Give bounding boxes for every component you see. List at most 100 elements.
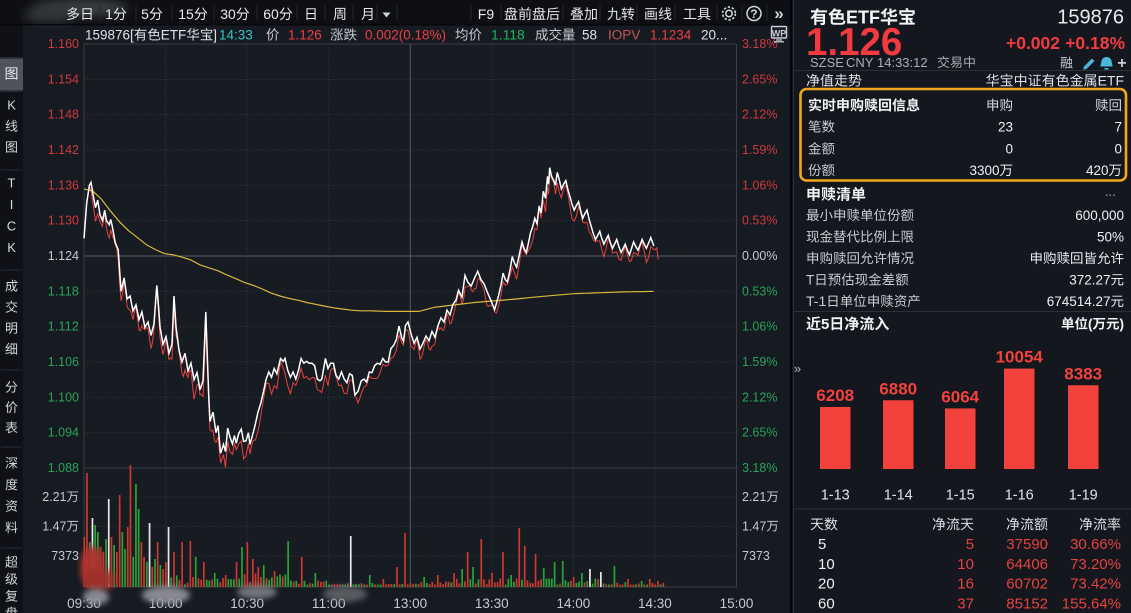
svg-text:1.47: 1.47 (42, 520, 66, 534)
svg-text:1.088: 1.088 (48, 461, 79, 475)
svg-text:6880: 6880 (879, 379, 917, 398)
svg-text:1-15: 1-15 (946, 488, 975, 504)
svg-text:13:30: 13:30 (475, 596, 509, 611)
svg-text:15: 15 (178, 6, 194, 22)
svg-text:IOPV: IOPV (608, 28, 640, 43)
svg-text:1-19: 1-19 (1069, 488, 1098, 504)
svg-text:0.53%: 0.53% (742, 214, 777, 228)
svg-text:7373: 7373 (51, 549, 79, 563)
svg-text:1.59%: 1.59% (742, 355, 777, 369)
svg-text:1.126: 1.126 (806, 21, 902, 64)
svg-text:30: 30 (220, 6, 236, 22)
svg-text:»: » (794, 361, 801, 376)
svg-text:ETF: ETF (1098, 73, 1124, 89)
svg-text:SZSE: SZSE (810, 55, 844, 70)
svg-text:1.1234: 1.1234 (650, 28, 692, 43)
svg-text:60: 60 (818, 595, 835, 612)
svg-text:6064: 6064 (941, 387, 979, 406)
svg-text:CNY: CNY (846, 55, 874, 70)
svg-text:3.18%: 3.18% (742, 461, 777, 475)
svg-text:1.130: 1.130 (48, 214, 79, 228)
svg-text:5: 5 (821, 316, 829, 333)
svg-text:155.64%: 155.64% (1062, 595, 1121, 612)
svg-text:1.47: 1.47 (742, 520, 766, 534)
svg-text:1-14: 1-14 (884, 488, 913, 504)
svg-text:2.21: 2.21 (742, 490, 766, 504)
svg-text:10: 10 (818, 556, 835, 573)
svg-text:50%: 50% (1097, 230, 1124, 245)
svg-text:14:33: 14:33 (219, 28, 253, 43)
svg-text:]: ] (213, 28, 217, 43)
svg-text:ETF: ETF (846, 8, 880, 28)
svg-text:1.112: 1.112 (48, 320, 79, 334)
svg-text:(: ( (1088, 317, 1093, 332)
svg-text:14:00: 14:00 (557, 596, 591, 611)
svg-text:0.002(0.18%): 0.002(0.18%) (365, 28, 446, 43)
svg-text:0.53%: 0.53% (742, 284, 777, 298)
svg-text:1.106: 1.106 (48, 355, 79, 369)
svg-text:+0.18%: +0.18% (1065, 33, 1125, 53)
svg-text:37590: 37590 (1006, 536, 1048, 553)
svg-text:1.118: 1.118 (491, 28, 525, 43)
svg-text:13:00: 13:00 (393, 596, 427, 611)
svg-text:0: 0 (1006, 142, 1014, 157)
svg-text:16: 16 (957, 576, 974, 593)
svg-text:T: T (806, 273, 814, 288)
svg-text:»: » (774, 4, 783, 23)
svg-text:60: 60 (263, 6, 279, 22)
svg-text:20...: 20... (701, 28, 727, 43)
svg-text:1.136: 1.136 (48, 178, 79, 192)
svg-text:1.59%: 1.59% (742, 143, 777, 157)
svg-text:7373: 7373 (742, 549, 770, 563)
svg-text:1.06%: 1.06% (742, 178, 777, 192)
svg-text:1.100: 1.100 (48, 390, 79, 404)
svg-text:420: 420 (1086, 163, 1109, 178)
svg-text:3300: 3300 (970, 163, 1000, 178)
svg-text:20: 20 (818, 576, 835, 593)
svg-text:I: I (10, 197, 14, 212)
svg-text:2.65%: 2.65% (742, 72, 777, 86)
svg-text:C: C (7, 219, 16, 234)
svg-text:...: ... (1105, 184, 1116, 199)
svg-text:1-16: 1-16 (1005, 488, 1034, 504)
svg-text:6208: 6208 (816, 386, 854, 405)
svg-text:1.126: 1.126 (288, 28, 322, 43)
svg-text:1.118: 1.118 (48, 284, 79, 298)
svg-text:1.124: 1.124 (48, 249, 79, 263)
svg-text:8383: 8383 (1064, 364, 1102, 383)
svg-text:2.65%: 2.65% (742, 426, 777, 440)
svg-text:15:00: 15:00 (720, 596, 754, 611)
svg-text:1.154: 1.154 (48, 72, 79, 86)
svg-text:K: K (7, 98, 16, 113)
svg-text:10:30: 10:30 (230, 596, 264, 611)
svg-text:WP: WP (772, 28, 787, 38)
svg-text:3.18%: 3.18% (742, 37, 777, 51)
svg-text:674514.27: 674514.27 (1047, 294, 1111, 309)
svg-text:1: 1 (105, 6, 113, 22)
svg-text:K: K (7, 240, 16, 255)
svg-text:73.20%: 73.20% (1070, 556, 1121, 573)
svg-text:1.06%: 1.06% (742, 320, 777, 334)
svg-text:0.00%: 0.00% (742, 249, 777, 263)
svg-text:F9: F9 (478, 6, 495, 22)
svg-text:?: ? (750, 7, 757, 21)
svg-text:64406: 64406 (1006, 556, 1048, 573)
svg-text:10054: 10054 (996, 348, 1044, 367)
svg-text:5: 5 (966, 536, 974, 553)
svg-text:+0.002: +0.002 (1006, 33, 1060, 53)
svg-text:600,000: 600,000 (1075, 208, 1124, 223)
svg-text:): ) (1120, 317, 1125, 332)
svg-text:2.21: 2.21 (42, 490, 66, 504)
svg-text:1.094: 1.094 (48, 426, 79, 440)
svg-text:23: 23 (998, 120, 1013, 135)
svg-text:58: 58 (582, 28, 597, 43)
svg-text:372.27: 372.27 (1069, 273, 1110, 288)
svg-text:T: T (8, 176, 16, 191)
svg-text:1.148: 1.148 (48, 108, 79, 122)
svg-text:60702: 60702 (1006, 576, 1048, 593)
svg-text:30.66%: 30.66% (1070, 536, 1121, 553)
svg-text:1-13: 1-13 (821, 488, 850, 504)
svg-text:2.12%: 2.12% (742, 108, 777, 122)
svg-text:0: 0 (1115, 142, 1123, 157)
svg-text:+: + (1117, 55, 1126, 72)
